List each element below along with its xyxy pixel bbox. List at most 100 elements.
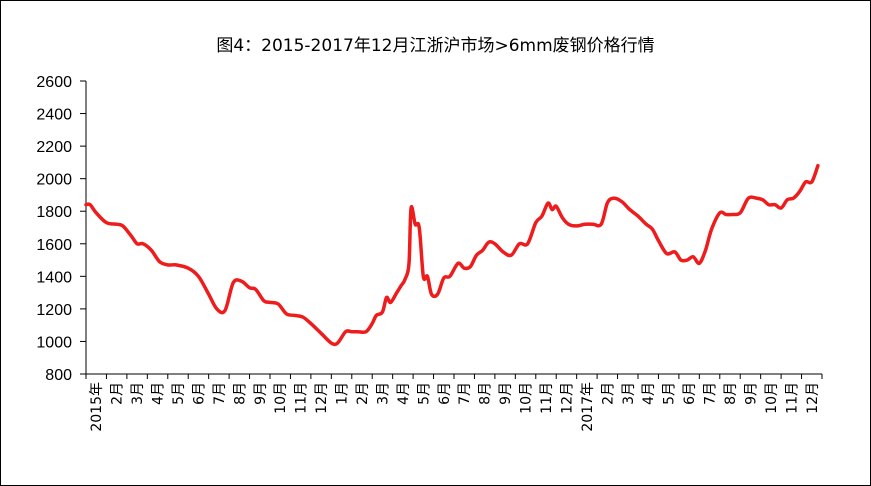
- data-point: [372, 323, 373, 324]
- x-tick-label: 10月: [273, 382, 289, 414]
- data-point: [494, 243, 495, 244]
- y-tick-label: 800: [45, 367, 72, 384]
- data-point: [658, 240, 659, 241]
- x-tick-label: 9月: [498, 382, 514, 405]
- x-tick-label: 12月: [805, 382, 821, 414]
- x-tick-label: 3月: [130, 382, 146, 405]
- data-point: [762, 199, 763, 200]
- data-point: [90, 204, 91, 205]
- x-tick-label: 12月: [314, 382, 330, 414]
- data-point: [437, 294, 438, 295]
- data-point: [556, 206, 557, 207]
- data-point: [621, 201, 622, 202]
- data-point: [674, 251, 675, 252]
- series-layer: [84, 163, 820, 347]
- data-point: [321, 333, 322, 334]
- data-point: [805, 181, 806, 182]
- data-point: [382, 312, 383, 313]
- data-point: [302, 317, 303, 318]
- data-point: [366, 331, 367, 332]
- data-point: [310, 323, 311, 324]
- data-point: [552, 209, 553, 210]
- data-point: [249, 287, 250, 288]
- x-tick-label: 6月: [437, 382, 453, 405]
- data-point: [666, 253, 667, 254]
- data-point: [535, 222, 536, 223]
- x-tick-label: 6月: [682, 382, 698, 405]
- x-tick-label: 7月: [457, 382, 473, 405]
- x-tick-label: 12月: [559, 382, 575, 414]
- data-point: [799, 191, 800, 192]
- data-point: [137, 243, 138, 244]
- data-point: [725, 214, 726, 215]
- data-point: [409, 263, 410, 264]
- y-tick-label: 2200: [36, 139, 72, 156]
- data-point: [423, 276, 424, 277]
- data-point: [705, 250, 706, 251]
- x-tick-label: 3月: [621, 382, 637, 405]
- data-point: [775, 204, 776, 205]
- data-point: [638, 216, 639, 217]
- x-axis-ticks: 2015年 2月 3月 4月 5月 6月 7月 8月 9月 10月 11月 12月 1月 2月 3月 4月 5月…: [85, 374, 823, 432]
- data-point: [756, 198, 757, 199]
- x-tick-label: 2月: [355, 382, 371, 405]
- data-point: [476, 255, 477, 256]
- x-tick-label: 9月: [253, 382, 269, 405]
- x-tick-label: 3月: [375, 382, 391, 405]
- x-tick-label: 4月: [151, 382, 167, 405]
- chart-title: 图4：2015-2017年12月江浙沪市场>6mm废钢价格行情: [216, 36, 655, 56]
- x-tick-label: 8月: [232, 382, 248, 405]
- x-tick-label: 4月: [396, 382, 412, 405]
- data-point: [482, 250, 483, 251]
- x-tick-label: 1月: [335, 382, 351, 405]
- data-point: [503, 251, 504, 252]
- data-point: [464, 268, 465, 269]
- data-point: [693, 256, 694, 257]
- y-tick-label: 2400: [36, 107, 72, 124]
- data-point: [294, 315, 295, 316]
- y-tick-label: 1800: [36, 204, 72, 221]
- data-point: [419, 227, 420, 228]
- x-tick-label: 8月: [478, 382, 494, 405]
- data-point: [263, 300, 264, 301]
- data-point: [568, 224, 569, 225]
- data-point: [629, 209, 630, 210]
- data-point: [652, 229, 653, 230]
- data-point: [270, 302, 271, 303]
- data-point: [470, 266, 471, 267]
- data-point: [576, 225, 577, 226]
- x-tick-label: 10月: [519, 382, 535, 414]
- data-point: [225, 310, 226, 311]
- data-point: [711, 229, 712, 230]
- data-point: [488, 242, 489, 243]
- data-point: [106, 222, 107, 223]
- data-point: [584, 224, 585, 225]
- data-point: [376, 315, 377, 316]
- data-point: [143, 243, 144, 244]
- data-point: [198, 276, 199, 277]
- x-tick-label: 5月: [171, 382, 187, 405]
- x-tick-label: 2015年: [89, 382, 105, 432]
- data-point: [337, 343, 338, 344]
- y-tick-label: 1600: [36, 237, 72, 254]
- data-point: [687, 260, 688, 261]
- data-point: [427, 276, 428, 277]
- data-point: [607, 203, 608, 204]
- data-point: [541, 216, 542, 217]
- data-point: [519, 243, 520, 244]
- data-point: [811, 181, 812, 182]
- data-point: [449, 276, 450, 277]
- data-point: [176, 264, 177, 265]
- y-tick-label: 1200: [36, 302, 72, 319]
- data-point: [122, 225, 123, 226]
- data-point: [511, 255, 512, 256]
- y-tick-label: 2600: [36, 74, 72, 91]
- x-tick-label: 7月: [212, 382, 228, 405]
- data-point: [593, 224, 594, 225]
- data-point: [458, 263, 459, 264]
- data-point: [768, 204, 769, 205]
- x-tick-label: 4月: [641, 382, 657, 405]
- data-point: [167, 264, 168, 265]
- data-point: [740, 212, 741, 213]
